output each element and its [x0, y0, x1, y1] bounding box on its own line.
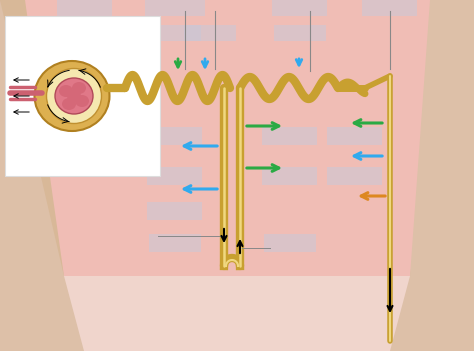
Polygon shape — [0, 0, 84, 351]
Bar — [263, 127, 318, 145]
Ellipse shape — [67, 90, 81, 102]
Bar — [264, 234, 316, 252]
Ellipse shape — [55, 78, 93, 114]
Polygon shape — [390, 0, 474, 351]
Ellipse shape — [75, 95, 89, 107]
Bar — [147, 202, 202, 220]
Bar — [145, 0, 205, 16]
Ellipse shape — [59, 85, 73, 97]
Ellipse shape — [62, 98, 76, 110]
Bar — [328, 167, 383, 185]
Polygon shape — [44, 276, 430, 351]
Bar — [5, 16, 160, 176]
Bar — [363, 0, 418, 16]
Bar — [273, 0, 328, 16]
Bar — [274, 25, 326, 41]
Bar — [149, 25, 201, 41]
Ellipse shape — [35, 61, 109, 131]
Bar — [57, 0, 112, 16]
Polygon shape — [0, 0, 474, 331]
Bar — [149, 234, 201, 252]
Ellipse shape — [46, 68, 101, 124]
Bar — [184, 25, 236, 41]
Bar — [147, 127, 202, 145]
Polygon shape — [25, 0, 449, 276]
Bar — [263, 167, 318, 185]
Bar — [328, 127, 383, 145]
Polygon shape — [0, 5, 474, 55]
Bar — [147, 167, 202, 185]
Ellipse shape — [72, 82, 86, 94]
